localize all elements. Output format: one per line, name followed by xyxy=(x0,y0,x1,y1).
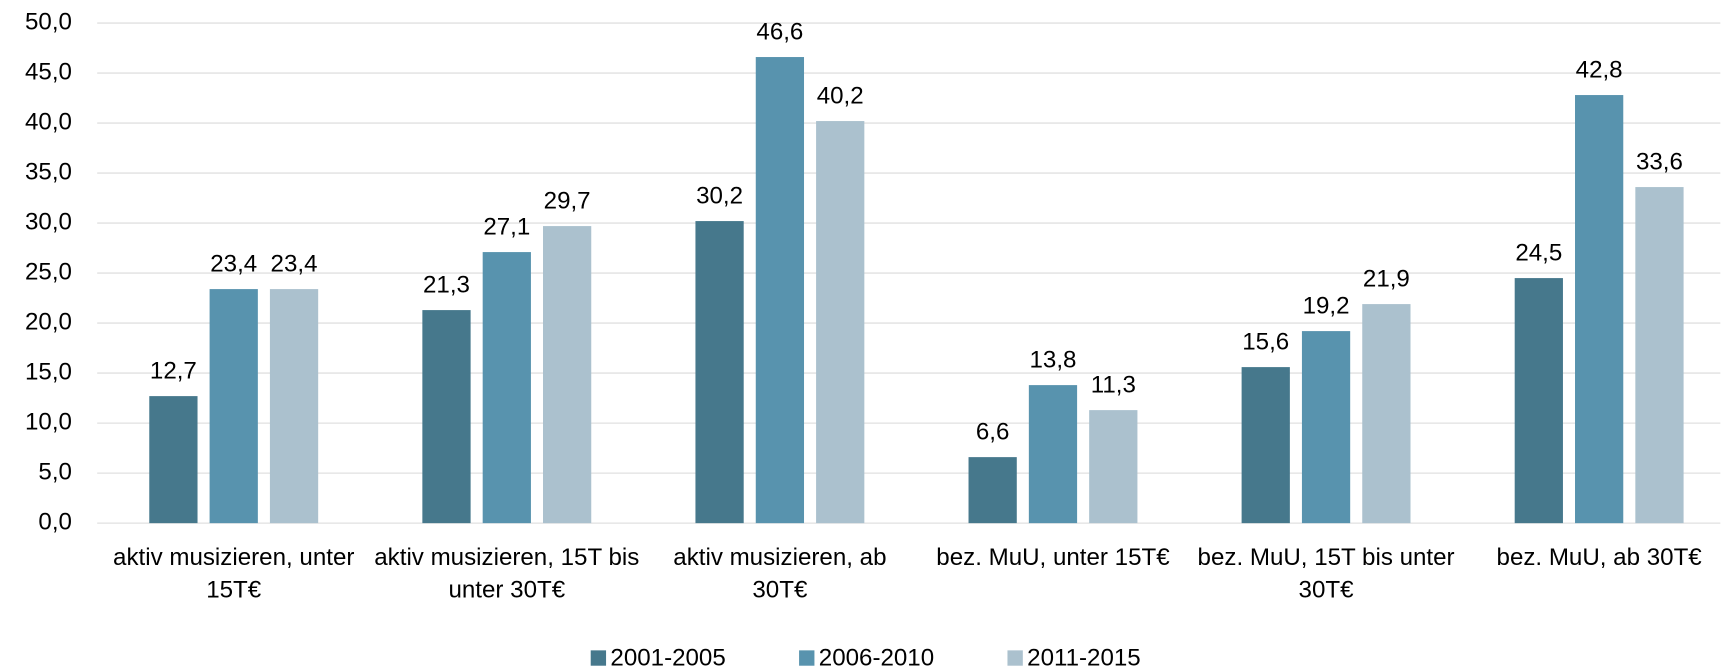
y-tick-label: 45,0 xyxy=(25,58,72,85)
data-label: 40,2 xyxy=(817,82,864,109)
data-label: 23,4 xyxy=(210,250,257,277)
bar xyxy=(209,289,258,524)
bar xyxy=(695,221,744,524)
y-tick-label: 50,0 xyxy=(25,8,72,35)
bar xyxy=(422,310,471,524)
bar xyxy=(1028,385,1078,524)
y-tick-label: 35,0 xyxy=(25,158,72,185)
y-tick-label: 10,0 xyxy=(25,408,72,435)
x-tick-label-box: aktiv musizieren, unter 15T€ xyxy=(113,542,355,604)
legend-label: 2006-2010 xyxy=(819,645,934,669)
bar xyxy=(1514,278,1563,524)
x-tick-label: aktiv musizieren, 15T bis unter 30T€ xyxy=(374,542,640,604)
x-tick-label: bez. MuU, 15T bis unter 30T€ xyxy=(1197,542,1455,604)
bar xyxy=(269,289,319,524)
x-tick-label: bez. MuU, ab 30T€ xyxy=(1496,542,1702,571)
data-label: 11,3 xyxy=(1091,371,1136,398)
data-label: 6,6 xyxy=(976,418,1010,445)
x-tick-label-box: aktiv musizieren, 15T bis unter 30T€ xyxy=(374,542,640,604)
bar xyxy=(1089,410,1138,524)
x-tick-label: aktiv musizieren, unter 15T€ xyxy=(113,542,355,604)
data-label: 27,1 xyxy=(483,213,530,240)
bar xyxy=(1301,331,1351,524)
x-tick-label: aktiv musizieren, ab 30T€ xyxy=(673,542,887,604)
y-tick-label: 40,0 xyxy=(25,108,72,135)
y-tick-label: 20,0 xyxy=(25,308,72,335)
data-label: 29,7 xyxy=(544,187,591,214)
bar xyxy=(968,457,1017,524)
data-label: 12,7 xyxy=(150,357,197,384)
y-tick-label: 15,0 xyxy=(25,358,72,385)
x-tick-label-box: aktiv musizieren, ab 30T€ xyxy=(673,542,887,604)
y-tick-label: 0,0 xyxy=(38,509,72,536)
data-label: 24,5 xyxy=(1515,239,1562,266)
legend-label: 2001-2005 xyxy=(610,645,725,669)
data-label: 19,2 xyxy=(1303,292,1350,319)
legend-label: 2011-2015 xyxy=(1027,645,1141,669)
bar xyxy=(1362,304,1411,524)
x-tick-label-box: bez. MuU, 15T bis unter 30T€ xyxy=(1197,542,1455,604)
x-tick-label-box: bez. MuU, unter 15T€ xyxy=(936,542,1170,571)
data-label: 15,6 xyxy=(1242,328,1289,355)
data-label: 21,3 xyxy=(423,271,470,298)
data-label: 30,2 xyxy=(696,182,743,209)
x-tick-label: bez. MuU, unter 15T€ xyxy=(936,542,1170,571)
y-tick-label: 30,0 xyxy=(25,208,72,235)
data-label: 42,8 xyxy=(1576,56,1623,83)
bar xyxy=(816,121,865,524)
x-tick-label-box: bez. MuU, ab 30T€ xyxy=(1496,542,1702,571)
bar xyxy=(1575,95,1624,524)
bar xyxy=(149,396,198,524)
legend-swatch xyxy=(1007,650,1023,666)
legend-swatch xyxy=(799,650,815,666)
data-label: 33,6 xyxy=(1636,148,1683,175)
bar xyxy=(1241,367,1290,524)
data-label: 23,4 xyxy=(271,250,318,277)
y-tick-label: 25,0 xyxy=(25,258,72,285)
data-label: 21,9 xyxy=(1363,265,1410,292)
y-tick-label: 5,0 xyxy=(38,459,72,486)
data-label: 13,8 xyxy=(1030,346,1077,373)
data-label: 46,6 xyxy=(756,18,803,45)
bar xyxy=(482,252,531,524)
legend-swatch xyxy=(590,650,607,666)
bar xyxy=(1635,187,1684,524)
bar xyxy=(542,226,592,524)
bar xyxy=(755,57,805,524)
